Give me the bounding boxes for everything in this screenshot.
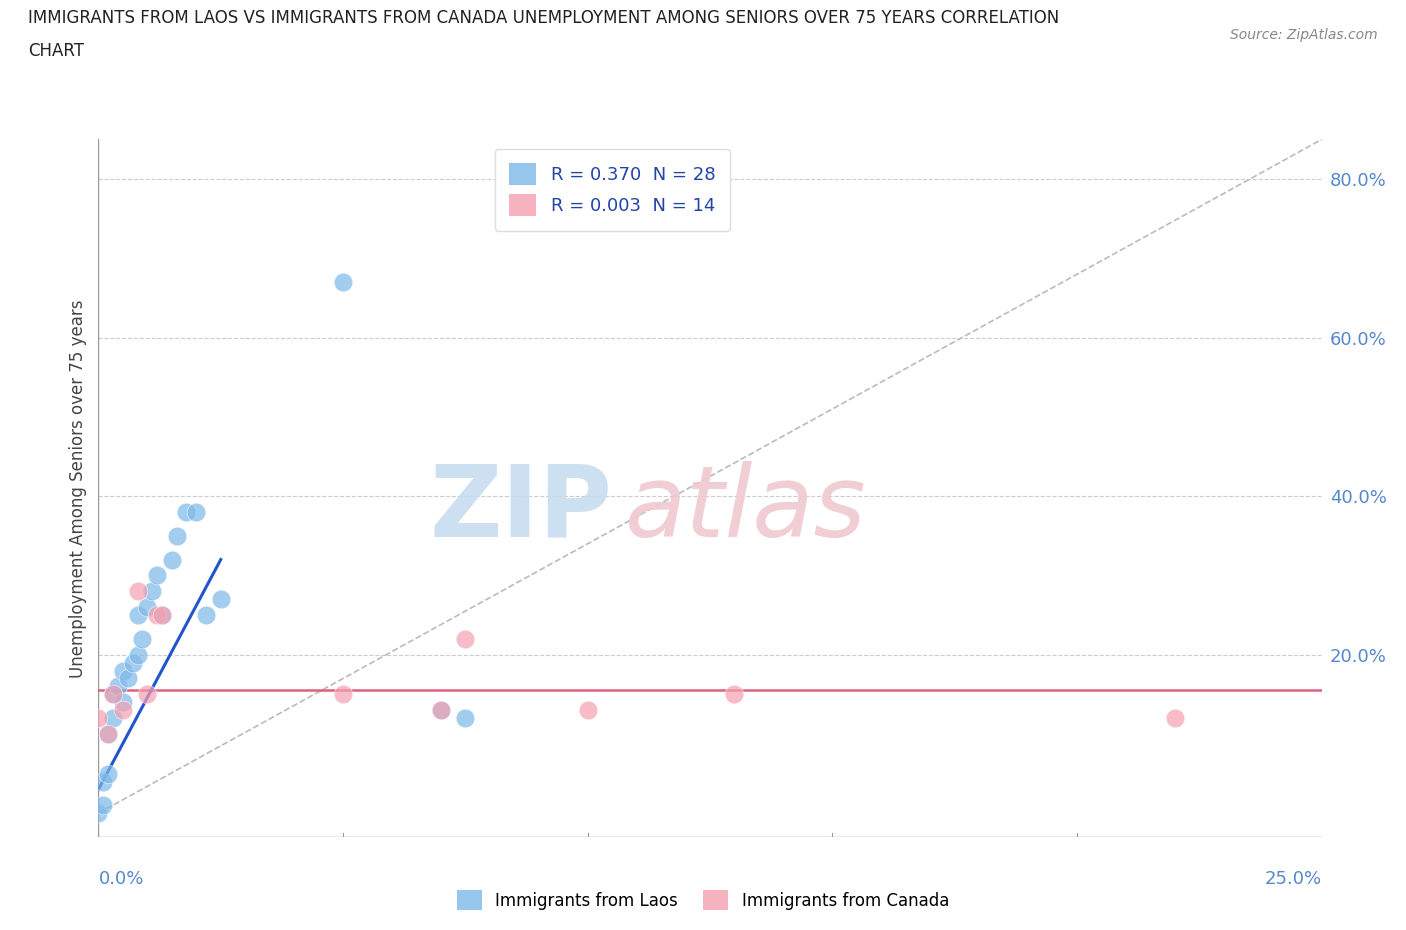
Point bbox=[150, 607, 173, 622]
Point bbox=[136, 687, 159, 702]
Point bbox=[166, 528, 188, 543]
Point bbox=[121, 655, 143, 670]
Point bbox=[209, 591, 232, 606]
Text: 25.0%: 25.0% bbox=[1264, 870, 1322, 887]
Point bbox=[111, 663, 134, 678]
Legend: Immigrants from Laos, Immigrants from Canada: Immigrants from Laos, Immigrants from Ca… bbox=[450, 884, 956, 917]
Point bbox=[127, 647, 149, 662]
Point bbox=[97, 726, 120, 741]
Point bbox=[146, 607, 169, 622]
Point bbox=[131, 631, 153, 646]
Point bbox=[146, 568, 169, 583]
Point bbox=[332, 274, 354, 289]
Point bbox=[101, 687, 124, 702]
Text: ZIP: ZIP bbox=[429, 460, 612, 558]
Point bbox=[87, 805, 110, 820]
Point bbox=[430, 703, 453, 718]
Point bbox=[454, 631, 477, 646]
Point bbox=[186, 505, 208, 520]
Point bbox=[127, 607, 149, 622]
Point bbox=[332, 687, 354, 702]
Point bbox=[1164, 711, 1187, 725]
Point bbox=[136, 600, 159, 615]
Text: IMMIGRANTS FROM LAOS VS IMMIGRANTS FROM CANADA UNEMPLOYMENT AMONG SENIORS OVER 7: IMMIGRANTS FROM LAOS VS IMMIGRANTS FROM … bbox=[28, 9, 1059, 27]
Point bbox=[117, 671, 139, 686]
Point bbox=[107, 679, 129, 694]
Point bbox=[576, 703, 599, 718]
Point bbox=[195, 607, 218, 622]
Point bbox=[127, 584, 149, 599]
Point bbox=[430, 703, 453, 718]
Point bbox=[111, 695, 134, 710]
Point bbox=[97, 726, 120, 741]
Point bbox=[111, 703, 134, 718]
Text: CHART: CHART bbox=[28, 42, 84, 60]
Point bbox=[454, 711, 477, 725]
Point bbox=[91, 798, 114, 813]
Text: 0.0%: 0.0% bbox=[98, 870, 143, 887]
Point bbox=[101, 687, 124, 702]
Point bbox=[141, 584, 163, 599]
Point bbox=[176, 505, 198, 520]
Y-axis label: Unemployment Among Seniors over 75 years: Unemployment Among Seniors over 75 years bbox=[69, 299, 87, 677]
Point bbox=[160, 552, 183, 567]
Point bbox=[723, 687, 745, 702]
Point bbox=[91, 774, 114, 789]
Point bbox=[150, 607, 173, 622]
Text: Source: ZipAtlas.com: Source: ZipAtlas.com bbox=[1230, 28, 1378, 42]
Point bbox=[87, 711, 110, 725]
Point bbox=[97, 766, 120, 781]
Legend: R = 0.370  N = 28, R = 0.003  N = 14: R = 0.370 N = 28, R = 0.003 N = 14 bbox=[495, 149, 730, 231]
Text: atlas: atlas bbox=[624, 460, 866, 558]
Point bbox=[101, 711, 124, 725]
